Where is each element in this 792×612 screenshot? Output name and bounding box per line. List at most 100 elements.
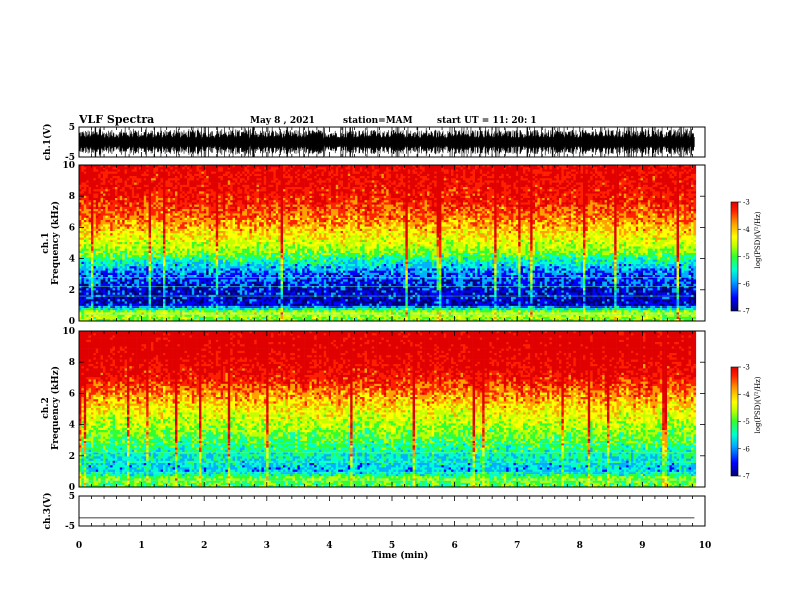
ch1-spectrogram-cell	[141, 257, 144, 260]
ch1-spectrogram-cell	[223, 189, 226, 192]
ch1-spectrogram-cell	[137, 249, 140, 252]
ch1-spectrogram-cell	[182, 180, 185, 183]
ch1-spectrogram-cell	[237, 299, 240, 302]
ch1-spectrogram-cell	[182, 253, 185, 256]
ch1-spectrogram-cell	[185, 301, 188, 304]
ch1-spectrogram-cell	[225, 205, 228, 208]
ch1-spectrogram-cell	[230, 255, 233, 258]
ch1-spectrogram-cell	[158, 240, 161, 243]
ch1-spectrogram-cell	[115, 271, 118, 274]
ch1-spectrogram-cell	[228, 304, 231, 307]
ch1-spectrogram-cell	[213, 172, 216, 175]
ch1-spectrogram-cell	[149, 169, 152, 172]
ch1-spectrogram-cell	[201, 293, 204, 296]
ch1-spectrogram-cell	[127, 299, 130, 302]
ch1-spectrogram-cell	[237, 286, 240, 289]
ch1-spectrogram-cell	[103, 196, 106, 199]
ch1-spectrogram-cell	[213, 255, 216, 258]
ch1-spectrogram-cell	[132, 209, 135, 212]
ch1-spectrogram-cell	[105, 169, 108, 172]
ch1-spectrogram-cell	[192, 253, 195, 256]
ch1-spectrogram-cell	[228, 284, 231, 287]
ch1-spectrogram-cell	[209, 244, 212, 247]
ch1-spectrogram-cell	[209, 290, 212, 293]
ch1-spectrogram-cell	[89, 191, 92, 194]
ch1-spectrogram-cell	[173, 297, 176, 300]
ch1-spectrogram-cell	[122, 185, 125, 188]
ch1-spectrogram-cell	[206, 231, 209, 234]
ch1-spectrogram-cell	[175, 198, 178, 201]
ch1-spectrogram-cell	[127, 246, 130, 249]
ch1-spectrogram-cell	[225, 238, 228, 241]
ch1-spectrogram-cell	[197, 216, 200, 219]
ch1-spectrogram-cell	[230, 218, 233, 221]
ch1-spectrogram-cell	[110, 238, 113, 241]
ch1-spectrogram-cell	[129, 202, 132, 205]
ch1-spectrogram-cell	[182, 249, 185, 252]
ch1-spectrogram-cell	[146, 255, 149, 258]
ch1-spectrogram-cell	[129, 209, 132, 212]
ch1-spectrogram-cell	[199, 246, 202, 249]
ch1-spectrogram-cell	[235, 229, 238, 232]
ch1-spectrogram-cell	[96, 189, 99, 192]
ch1-spectrogram-cell	[98, 293, 101, 296]
ch1-spectrogram-cell	[120, 205, 123, 208]
ch1-spectrogram-cell	[158, 207, 161, 210]
ch1-spectrogram-cell	[103, 268, 106, 271]
ch1-spectrogram-cell	[151, 264, 154, 267]
ch1-spectrogram-cell	[237, 264, 240, 267]
ch1-spectrogram-cell	[209, 257, 212, 260]
ch1-spectrogram-cell	[113, 189, 116, 192]
ch1-spectrogram-cell	[216, 211, 219, 214]
ch1-spectrogram-cell	[117, 180, 120, 183]
ch1-spectrogram-cell	[113, 286, 116, 289]
ch1-spectrogram-cell	[139, 304, 142, 307]
ch1-spectrogram-cell	[127, 196, 130, 199]
ch1-spectrogram-cell	[201, 260, 204, 263]
ch1-spectrogram-cell	[146, 189, 149, 192]
ch1-spectrogram-cell	[156, 183, 159, 186]
ch1-spectrogram-cell	[225, 224, 228, 227]
ch1-spectrogram-cell	[177, 189, 180, 192]
ch1-spectrogram-cell	[173, 205, 176, 208]
ch1-spectrogram-cell	[177, 260, 180, 263]
ch1-spectrogram-cell	[182, 167, 185, 170]
ch1-spectrogram-cell	[153, 233, 156, 236]
ch1-spectrogram-cell	[117, 299, 120, 302]
ch1-spectrogram-cell	[223, 207, 226, 210]
ch1-spectrogram-cell	[144, 308, 147, 311]
ch1-spectrogram-cell	[144, 264, 147, 267]
ch1-spectrogram-cell	[110, 167, 113, 170]
ch1-spectrogram-cell	[185, 262, 188, 265]
ch1-spectrogram-cell	[146, 211, 149, 214]
ch1-spectrogram-cell	[115, 231, 118, 234]
ch1-spectrogram-cell	[122, 260, 125, 263]
ch1-spectrogram-cell	[84, 246, 87, 249]
ch1-spectrogram-cell	[211, 286, 214, 289]
ch1-spectrogram-cell	[103, 242, 106, 245]
ch1-spectrogram-cell	[115, 191, 118, 194]
ch1-spectrogram-cell	[168, 169, 171, 172]
ch1-spectrogram-cell	[237, 207, 240, 210]
ch1-spectrogram-cell	[103, 299, 106, 302]
ch1-spectrogram-cell	[209, 297, 212, 300]
ch1-spectrogram-cell	[187, 183, 190, 186]
ch1-spectrogram-cell	[209, 299, 212, 302]
ch1-spectrogram-cell	[221, 209, 224, 212]
ch1-spectrogram-cell	[228, 169, 231, 172]
ch1-spectrogram-cell	[170, 194, 173, 197]
ch1-spectrogram-cell	[132, 301, 135, 304]
ch1-spectrogram-cell	[137, 200, 140, 203]
ch1-spectrogram-cell	[235, 273, 238, 276]
ch1-spectrogram-cell	[242, 176, 245, 179]
ch1-spectrogram-cell	[84, 240, 87, 243]
ch1-spectrogram-cell	[120, 273, 123, 276]
ch1-spectrogram-cell	[153, 304, 156, 307]
ch1-spectrogram-cell	[170, 308, 173, 311]
ch1-spectrogram-cell	[177, 288, 180, 291]
ch1-spectrogram-cell	[122, 180, 125, 183]
ch1-spectrogram-cell	[187, 227, 190, 230]
ch1-spectrogram-cell	[93, 189, 96, 192]
ch1-spectrogram-cell	[139, 211, 142, 214]
ch1-spectrogram-cell	[221, 251, 224, 254]
